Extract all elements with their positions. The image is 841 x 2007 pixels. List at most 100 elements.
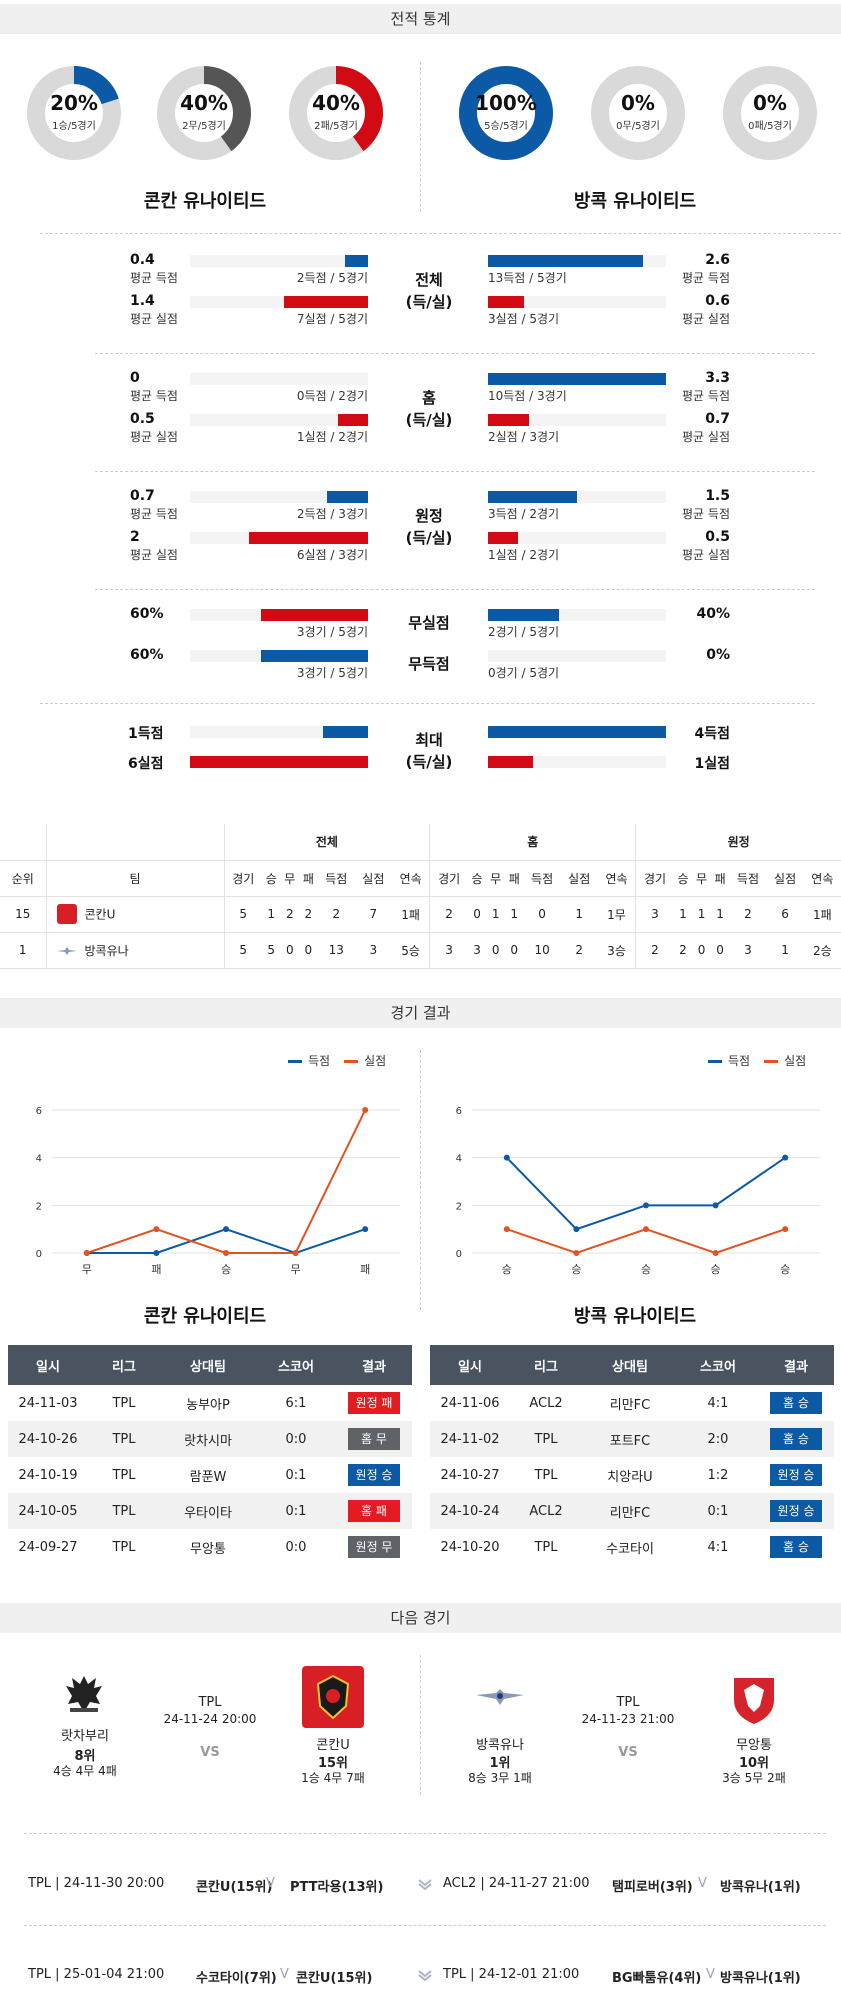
result-cell: TPL bbox=[112, 1395, 136, 1411]
stat-cell: 3 bbox=[467, 932, 487, 969]
ring-percent: 40% bbox=[312, 91, 360, 115]
right-caption: 평균 득점 bbox=[682, 271, 730, 285]
fixture-away-team[interactable]: 콘칸U(15위) bbox=[296, 1971, 373, 1986]
col-header: 득점 bbox=[317, 860, 355, 897]
divider bbox=[24, 1925, 826, 1926]
fixture-away-team[interactable]: 방콕유나(1위) bbox=[720, 1880, 801, 1895]
data-point bbox=[712, 1250, 719, 1256]
stat-cell: 1 bbox=[486, 896, 505, 933]
result-cell: 24-11-03 bbox=[18, 1395, 78, 1411]
team-cell[interactable]: 방콕유나 bbox=[46, 932, 225, 969]
divider bbox=[40, 233, 841, 234]
muangthong-logo bbox=[728, 1672, 780, 1726]
data-point bbox=[223, 1250, 229, 1256]
result-cell: ACL2 bbox=[510, 1493, 582, 1529]
table-row: 24-11-06 ACL2 리만FC 4:1 홈 승 bbox=[430, 1385, 834, 1421]
result-cell: 4:1 bbox=[707, 1539, 729, 1555]
result-cell: ACL2 bbox=[529, 1395, 563, 1411]
result-badge: 홈 무 bbox=[348, 1428, 400, 1450]
fixture-home-team[interactable]: BG빠툼유(4위) bbox=[612, 1971, 702, 1986]
rank-cell: 1 bbox=[0, 932, 47, 969]
next-left-league: TPL bbox=[198, 1695, 222, 1710]
y-tick-label: 4 bbox=[36, 1154, 42, 1165]
fixture-info: TPL | 24-12-01 21:00 bbox=[443, 1967, 580, 1982]
fixture-info: TPL | 24-11-30 20:00 bbox=[28, 1876, 165, 1891]
right-bar bbox=[488, 255, 643, 267]
chevron-down-icon[interactable] bbox=[418, 1877, 432, 1894]
right-count: 3실점 / 5경기 bbox=[488, 312, 560, 326]
data-point bbox=[573, 1250, 580, 1256]
ring-percent: 20% bbox=[50, 91, 98, 115]
right-value: 1.5 bbox=[705, 488, 730, 504]
fixture-home-team[interactable]: 탬피로버(3위) bbox=[612, 1880, 693, 1895]
team-cell[interactable]: 콘칸U bbox=[46, 896, 225, 933]
stat-cell: 0 bbox=[710, 932, 730, 969]
left-caption: 평균 실점 bbox=[130, 430, 178, 444]
ring-percent: 40% bbox=[180, 91, 228, 115]
col-header: 승 bbox=[467, 860, 487, 897]
legend-label: 득점 bbox=[728, 1054, 751, 1068]
result-cell: 24-10-26 bbox=[8, 1421, 88, 1457]
left-count: 6실점 / 3경기 bbox=[296, 548, 368, 562]
series-line-scored bbox=[506, 1156, 786, 1231]
vs-mark: V bbox=[706, 1967, 715, 1982]
ring-caption: 5승/5경기 bbox=[484, 121, 528, 132]
table-row: 24-10-26 TPL 랏차시마 0:0 홈 무 bbox=[8, 1421, 412, 1457]
result-cell: 람푼W bbox=[189, 1469, 227, 1485]
divider bbox=[95, 589, 815, 590]
stat-cell: 13 bbox=[317, 932, 355, 969]
fixture-home-team[interactable]: 수코타이(7위) bbox=[196, 1971, 277, 1986]
stat-cell: 5승 bbox=[391, 932, 431, 969]
right-count: 0경기 / 5경기 bbox=[488, 666, 560, 680]
table-row: 24-10-20 TPL 수코타이 4:1 홈 승 bbox=[430, 1529, 834, 1565]
left-count: 7실점 / 5경기 bbox=[296, 312, 368, 326]
fixture-home-team[interactable]: 콘칸U(15위) bbox=[196, 1880, 273, 1895]
rank-cell: 15 bbox=[0, 896, 47, 933]
divider bbox=[24, 1833, 826, 1834]
col-header: 리그 bbox=[88, 1345, 160, 1385]
col-header: 일시 bbox=[430, 1345, 510, 1385]
result-cell: TPL bbox=[534, 1467, 558, 1483]
left-bar bbox=[261, 650, 368, 662]
divider bbox=[420, 1655, 421, 1795]
right-bar bbox=[488, 756, 533, 768]
group-header: 전체 bbox=[224, 824, 431, 861]
right-count: 2실점 / 3경기 bbox=[488, 430, 560, 444]
chart-legend: 득점 실점 bbox=[288, 1052, 386, 1069]
legend-swatch bbox=[708, 1060, 722, 1063]
fixture-away-team[interactable]: PTT라용(13위) bbox=[290, 1880, 384, 1895]
stat-cell: 7 bbox=[354, 896, 392, 933]
bar-track bbox=[488, 296, 666, 308]
result-cell: 0:1 bbox=[256, 1493, 336, 1529]
results-table: 일시 리그 상대팀 스코어 결과 24-11-06 ACL2 리만FC 4:1 홈 승 24-11-… bbox=[430, 1345, 834, 1565]
data-point bbox=[362, 1226, 369, 1233]
result-badge-cell: 원정 승 bbox=[758, 1493, 834, 1529]
legend-swatch bbox=[764, 1060, 779, 1063]
left-value: 6실점 bbox=[128, 756, 164, 772]
result-badge: 홈 승 bbox=[770, 1428, 822, 1450]
bar-track bbox=[190, 255, 368, 267]
series-line-scored bbox=[86, 1228, 366, 1255]
team-left-title: 콘칸 유나이티드 bbox=[143, 1306, 267, 1327]
chevron-down-icon[interactable] bbox=[418, 1968, 432, 1985]
col-header: 패 bbox=[710, 860, 730, 897]
stat-cell: 2 bbox=[317, 896, 355, 933]
ring-graphic bbox=[459, 66, 553, 160]
stat-cell: 1 bbox=[261, 896, 281, 933]
ring-graphic bbox=[157, 66, 251, 160]
left-caption: 평균 실점 bbox=[130, 548, 178, 562]
right-count: 13득점 / 5경기 bbox=[488, 271, 567, 285]
table-row: 24-10-05 TPL 우타이타 0:1 홈 패 bbox=[8, 1493, 412, 1529]
fixture-away-team[interactable]: 방콕유나(1위) bbox=[720, 1971, 801, 1986]
next-left-away-record: 1승 4무 7패 bbox=[301, 1771, 365, 1785]
stat-cell: 1 bbox=[673, 896, 693, 933]
result-cell: 우타이타 bbox=[160, 1493, 256, 1529]
category-sub-label: (득/실) bbox=[405, 529, 453, 547]
next-right-vs: VS bbox=[618, 1745, 638, 1760]
stat-cell: 2 bbox=[635, 932, 674, 969]
left-bar bbox=[345, 255, 368, 267]
stat-cell: 5 bbox=[224, 932, 262, 969]
ring-caption: 1승/5경기 bbox=[52, 121, 96, 132]
result-badge: 원정 승 bbox=[770, 1464, 822, 1486]
result-badge: 원정 승 bbox=[770, 1500, 822, 1522]
